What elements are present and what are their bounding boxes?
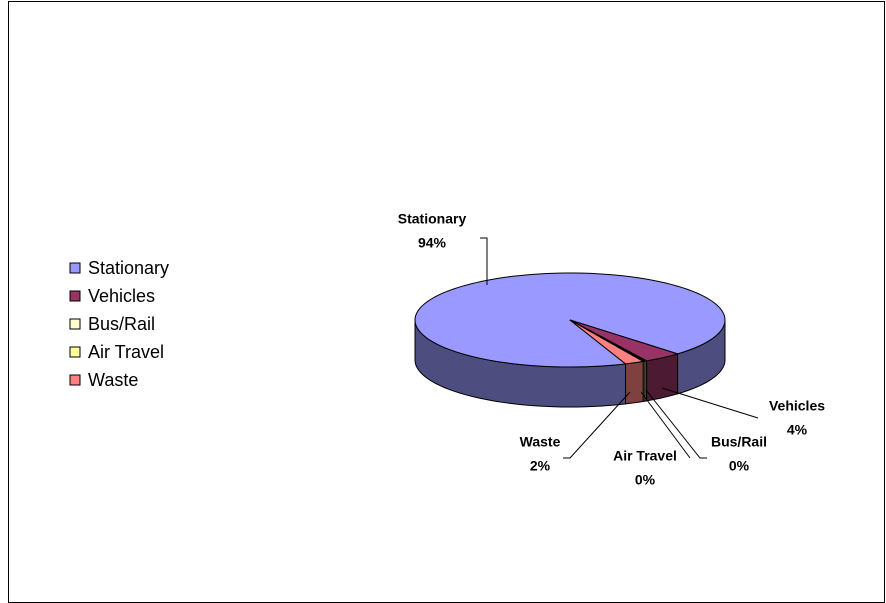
data-label-name: Stationary xyxy=(398,211,467,227)
legend-swatch xyxy=(69,318,81,330)
legend-label: Vehicles xyxy=(88,286,155,306)
legend-label: Air Travel xyxy=(88,342,164,362)
pie-wall xyxy=(646,353,679,402)
data-label-name: Air Travel xyxy=(613,448,677,464)
data-label-value: 4% xyxy=(787,422,808,438)
pie-slice xyxy=(569,319,680,362)
pie-wall xyxy=(625,360,644,405)
data-label-name: Waste xyxy=(520,434,561,450)
pie xyxy=(414,272,726,408)
data-label-value: 0% xyxy=(729,458,750,474)
legend-label: Stationary xyxy=(88,258,169,278)
legend-label: Bus/Rail xyxy=(88,314,155,334)
legend-swatch xyxy=(69,374,81,386)
legend-swatch xyxy=(69,262,81,274)
data-labels: Stationary 94% Vehicles 4% Bus/Rail 0% Air Tra… xyxy=(398,211,825,488)
leader-line xyxy=(563,391,631,459)
pie-slice xyxy=(569,319,645,365)
legend-swatch xyxy=(69,346,81,358)
data-label-name: Bus/Rail xyxy=(711,434,767,450)
data-label-value: 94% xyxy=(418,235,447,251)
legend-swatch xyxy=(69,290,81,302)
leader-line xyxy=(480,237,488,285)
leader-line xyxy=(640,391,691,459)
data-label-name: Vehicles xyxy=(769,398,825,414)
data-label-value: 0% xyxy=(635,472,656,488)
legend: Stationary Vehicles Bus/Rail Air Travel Wast… xyxy=(69,258,169,390)
legend-label: Waste xyxy=(88,370,138,390)
leader-line xyxy=(645,389,707,459)
data-label-value: 2% xyxy=(530,458,551,474)
leader-line xyxy=(661,387,759,419)
